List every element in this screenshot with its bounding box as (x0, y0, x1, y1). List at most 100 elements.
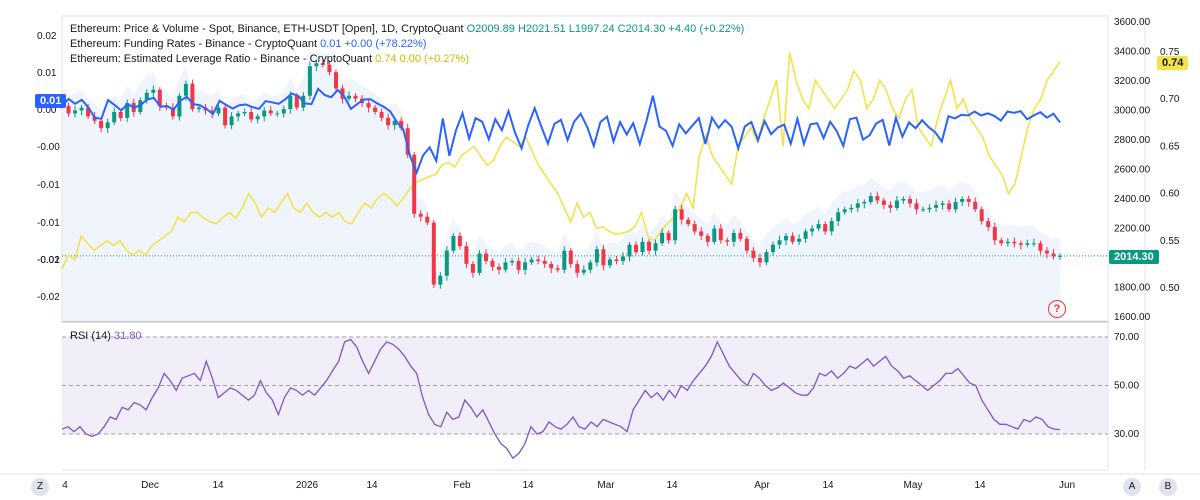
price-candle (510, 260, 515, 263)
price-candle (588, 262, 593, 270)
price-area-fill (62, 51, 1060, 320)
price-candle (855, 203, 860, 208)
price-candle (144, 92, 149, 101)
price-candle (555, 268, 560, 270)
auto-scale-button[interactable]: A (1123, 478, 1141, 496)
price-axis-tick: 1600.00 (1114, 312, 1151, 323)
funding-axis-tick: -0.01 (37, 218, 60, 229)
rsi-axis-tick: 50.00 (1114, 381, 1139, 392)
price-candle (236, 113, 241, 117)
price-candle (581, 269, 586, 273)
price-candle (562, 250, 567, 270)
rsi-series-line (61, 338, 1061, 460)
price-candle (692, 224, 697, 232)
funding-axis-tick: -0.01 (37, 255, 60, 266)
leverage-axis-tick: 0.55 (1160, 236, 1180, 247)
price-candle (210, 110, 214, 114)
price-candle (627, 244, 632, 257)
price-candle (1031, 243, 1036, 245)
price-candle (744, 238, 749, 251)
price-candle (797, 238, 802, 242)
help-icon[interactable]: ? (1048, 300, 1066, 318)
legend-rsi: RSI (14) 31.80 (70, 330, 142, 342)
price-candle (823, 224, 828, 232)
price-candle (1044, 250, 1049, 254)
legend-price-title: Ethereum: Price & Volume - Spot, Binance… (70, 23, 464, 35)
price-candle (431, 222, 436, 285)
time-axis-tick: May (904, 480, 923, 491)
price-candle (757, 258, 762, 263)
price-candle (118, 112, 123, 118)
price-candle (816, 224, 821, 229)
price-candle (314, 63, 319, 67)
price-candle (347, 95, 351, 99)
price-candle (1025, 243, 1030, 245)
price-candle (1051, 253, 1056, 257)
funding-axis-tick: -0.01 (37, 180, 60, 191)
price-candle (940, 203, 945, 205)
price-candle (327, 64, 332, 73)
price-candle (986, 221, 991, 227)
price-candle (334, 72, 338, 89)
price-candle (660, 232, 665, 244)
leverage-axis-tick: 0.60 (1160, 189, 1180, 200)
time-axis-tick: Jun (1059, 480, 1075, 491)
price-candle (249, 112, 254, 120)
price-candle (699, 231, 704, 236)
price-candle (183, 83, 188, 96)
price-candle (901, 199, 906, 201)
price-candle (868, 196, 873, 202)
legend-rsi-title: RSI (14) (70, 330, 111, 342)
price-axis-tick: 2200.00 (1114, 224, 1151, 235)
funding-current-tag: 0.01 (35, 94, 67, 108)
price-candle (927, 207, 932, 210)
funding-axis-tick: 0.02 (37, 31, 57, 42)
price-candle (790, 235, 795, 242)
price-candle (751, 250, 756, 258)
legend-leverage-title: Ethereum: Estimated Leverage Ratio - Bin… (70, 53, 373, 65)
time-axis-tick: Apr (754, 480, 770, 491)
price-candle (607, 259, 612, 266)
price-candle (575, 263, 580, 273)
price-candle (973, 201, 978, 210)
leverage-axis-tick: 0.75 (1160, 47, 1180, 58)
price-candle (784, 235, 788, 241)
log-scale-button[interactable]: B (1159, 478, 1177, 496)
price-candle (888, 204, 893, 208)
price-candle (640, 241, 645, 253)
price-candle (718, 228, 723, 241)
price-candle (288, 95, 293, 110)
leverage-axis-tick: 0.50 (1160, 283, 1180, 294)
time-axis-tick: 14 (666, 480, 678, 491)
price-candle (673, 209, 678, 241)
price-candle (399, 120, 404, 129)
price-axis-tick: 2600.00 (1114, 165, 1151, 176)
price-candle (542, 260, 547, 264)
price-axis-tick: 3600.00 (1114, 17, 1151, 28)
leverage-axis-tick: 0.65 (1160, 141, 1180, 152)
time-axis-tick: Dec (141, 480, 159, 491)
time-axis-tick: 4 (62, 480, 68, 491)
legend-leverage-value: 0.74 0.00 (+0.27%) (375, 53, 469, 65)
funding-series-line (61, 87, 1061, 176)
price-candle (529, 259, 534, 263)
price-candle (353, 95, 358, 99)
legend-funding-title: Ethereum: Funding Rates - Binance - Cryp… (70, 38, 318, 50)
time-axis-tick: 14 (974, 480, 986, 491)
price-candle (418, 213, 423, 217)
price-candle (503, 262, 508, 270)
rsi-axis-tick: 30.00 (1114, 429, 1139, 440)
price-candle (470, 263, 475, 273)
price-candle (451, 235, 456, 251)
price-candle (862, 201, 867, 204)
timezone-button[interactable]: Z (31, 478, 49, 496)
legend-funding: Ethereum: Funding Rates - Binance - Cryp… (70, 37, 427, 51)
price-candle (307, 66, 312, 96)
price-candle (229, 116, 234, 126)
price-candle (86, 107, 91, 117)
price-candle (405, 128, 410, 155)
price-candle (934, 204, 939, 208)
price-candle (738, 232, 743, 239)
price-candle (262, 110, 267, 117)
